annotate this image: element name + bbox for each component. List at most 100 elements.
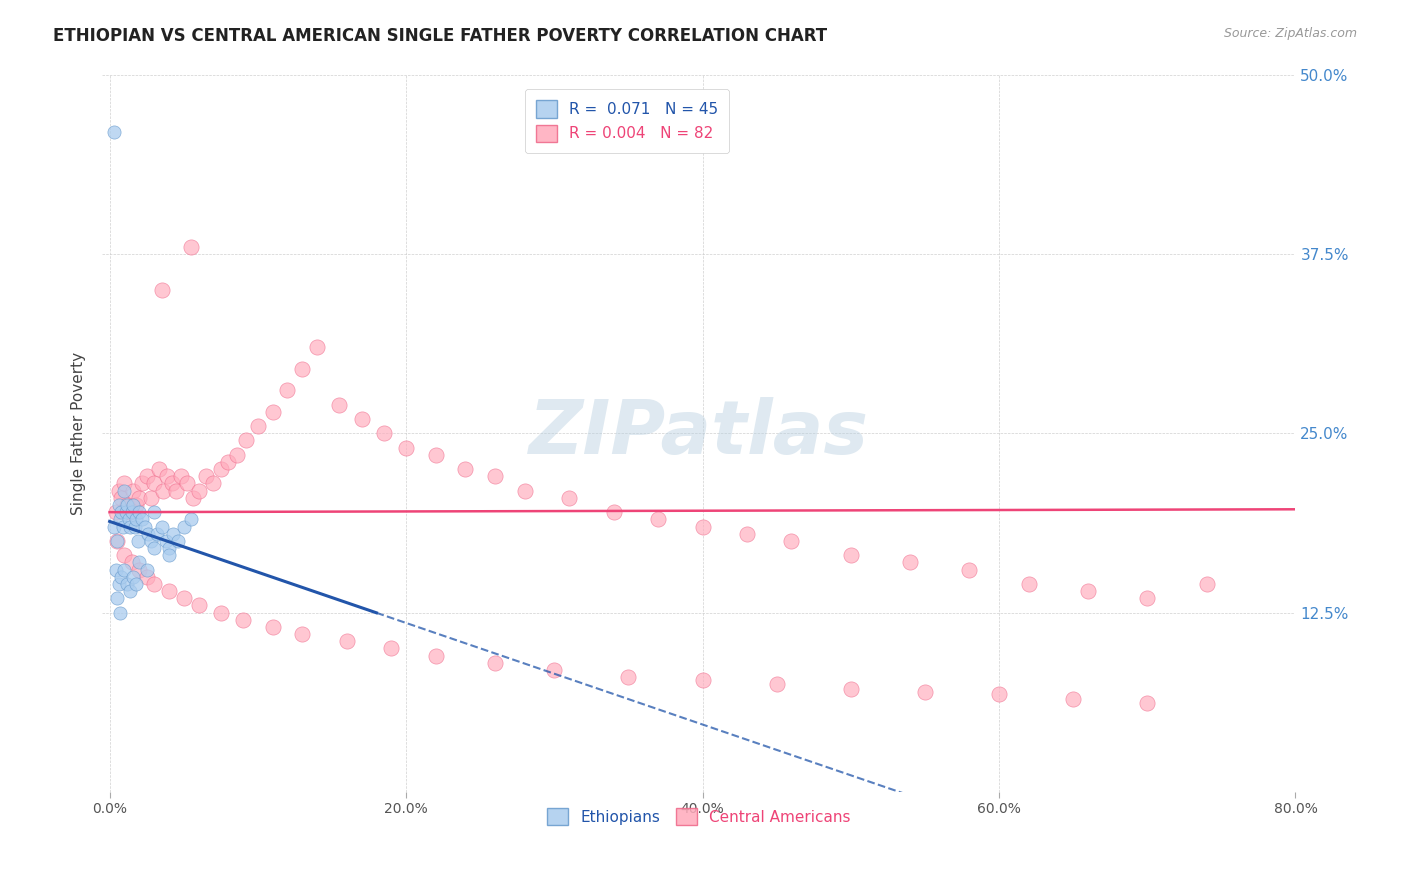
Point bbox=[134, 519, 156, 533]
Point bbox=[114, 476, 136, 491]
Point bbox=[103, 519, 125, 533]
Point bbox=[173, 519, 195, 533]
Point bbox=[307, 340, 329, 354]
Point bbox=[128, 505, 150, 519]
Point bbox=[114, 548, 136, 562]
Point bbox=[484, 656, 506, 670]
Point bbox=[617, 670, 640, 684]
Point bbox=[202, 476, 225, 491]
Point bbox=[988, 687, 1011, 701]
Point bbox=[107, 498, 129, 512]
Point bbox=[118, 512, 141, 526]
Point bbox=[124, 519, 146, 533]
Point bbox=[735, 526, 758, 541]
Point bbox=[180, 240, 202, 254]
Point bbox=[125, 498, 148, 512]
Point bbox=[135, 570, 157, 584]
Point bbox=[135, 469, 157, 483]
Point bbox=[187, 599, 209, 613]
Point bbox=[143, 541, 166, 555]
Point bbox=[1018, 577, 1040, 591]
Point bbox=[373, 426, 395, 441]
Point bbox=[125, 512, 148, 526]
Point bbox=[558, 491, 581, 505]
Point bbox=[336, 634, 359, 648]
Point bbox=[1136, 696, 1159, 710]
Point bbox=[115, 505, 138, 519]
Point bbox=[181, 491, 204, 505]
Point bbox=[350, 412, 373, 426]
Point bbox=[217, 455, 239, 469]
Point bbox=[104, 563, 127, 577]
Point bbox=[146, 526, 169, 541]
Point bbox=[143, 577, 166, 591]
Point bbox=[155, 533, 177, 548]
Point bbox=[120, 584, 142, 599]
Point bbox=[122, 483, 145, 498]
Point bbox=[105, 591, 128, 606]
Point bbox=[103, 125, 125, 139]
Point bbox=[114, 483, 136, 498]
Point bbox=[209, 606, 232, 620]
Point bbox=[117, 498, 139, 512]
Point bbox=[765, 677, 787, 691]
Point bbox=[131, 512, 153, 526]
Point bbox=[157, 584, 180, 599]
Point bbox=[122, 570, 145, 584]
Point bbox=[128, 491, 150, 505]
Point bbox=[839, 548, 862, 562]
Point bbox=[1136, 591, 1159, 606]
Legend: Ethiopians, Central Americans: Ethiopians, Central Americans bbox=[537, 798, 860, 835]
Point bbox=[170, 469, 193, 483]
Point bbox=[131, 476, 153, 491]
Point bbox=[291, 361, 314, 376]
Text: Source: ZipAtlas.com: Source: ZipAtlas.com bbox=[1223, 27, 1357, 40]
Point bbox=[262, 405, 284, 419]
Point bbox=[780, 533, 803, 548]
Text: ETHIOPIAN VS CENTRAL AMERICAN SINGLE FATHER POVERTY CORRELATION CHART: ETHIOPIAN VS CENTRAL AMERICAN SINGLE FAT… bbox=[53, 27, 828, 45]
Point bbox=[122, 498, 145, 512]
Y-axis label: Single Father Poverty: Single Father Poverty bbox=[72, 351, 86, 515]
Point bbox=[135, 563, 157, 577]
Point bbox=[1077, 584, 1099, 599]
Point bbox=[107, 577, 129, 591]
Text: ZIPatlas: ZIPatlas bbox=[529, 397, 869, 470]
Point bbox=[839, 681, 862, 696]
Point bbox=[114, 563, 136, 577]
Point bbox=[139, 491, 162, 505]
Point bbox=[128, 563, 150, 577]
Point bbox=[166, 533, 188, 548]
Point bbox=[107, 483, 129, 498]
Point bbox=[226, 448, 249, 462]
Point bbox=[262, 620, 284, 634]
Point bbox=[176, 476, 198, 491]
Point bbox=[914, 684, 936, 698]
Point bbox=[232, 613, 254, 627]
Point bbox=[136, 526, 159, 541]
Point bbox=[291, 627, 314, 641]
Point bbox=[647, 512, 669, 526]
Point bbox=[187, 483, 209, 498]
Point bbox=[1062, 691, 1084, 706]
Point bbox=[120, 519, 142, 533]
Point bbox=[454, 462, 477, 476]
Point bbox=[105, 533, 128, 548]
Point bbox=[160, 476, 183, 491]
Point bbox=[117, 498, 139, 512]
Point bbox=[105, 533, 128, 548]
Point bbox=[117, 577, 139, 591]
Point bbox=[150, 519, 173, 533]
Point bbox=[110, 491, 132, 505]
Point bbox=[276, 383, 298, 397]
Point bbox=[139, 533, 162, 548]
Point bbox=[194, 469, 217, 483]
Point bbox=[110, 570, 132, 584]
Point bbox=[395, 441, 418, 455]
Point bbox=[246, 419, 269, 434]
Point bbox=[898, 555, 921, 569]
Point bbox=[120, 505, 142, 519]
Point bbox=[111, 519, 134, 533]
Point bbox=[157, 548, 180, 562]
Point bbox=[209, 462, 232, 476]
Point bbox=[543, 663, 565, 677]
